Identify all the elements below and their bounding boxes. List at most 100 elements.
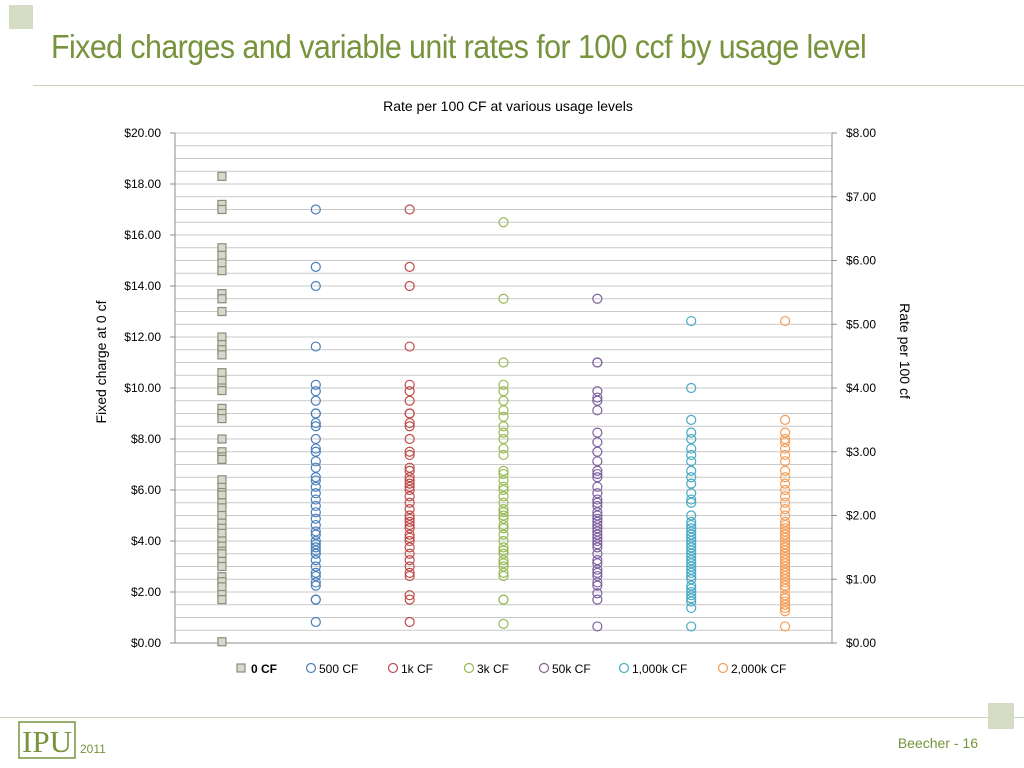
data-point-square [217,350,227,360]
legend-label: 0 CF [251,662,277,676]
data-point-circle [310,542,321,553]
data-point-circle [404,484,415,496]
data-point-circle [498,449,509,461]
data-point-circle [592,588,603,599]
data-point-square [217,510,227,521]
data-point-circle [592,468,603,480]
data-point-circle [310,261,321,272]
data-point-circle [779,437,791,448]
footer-divider [0,717,1024,718]
left-axis-label: Fixed charge at 0 cf [93,300,109,423]
data-point-circle [310,456,321,467]
data-point-square [217,258,227,268]
data-point-circle [686,427,697,438]
data-point-circle [686,315,697,327]
data-point-circle [498,357,509,368]
chart-gridlines [175,145,832,631]
data-point-circle [779,449,791,461]
data-point-circle [592,494,603,505]
corner-accent-square-bottom [988,703,1014,729]
data-point-square [217,250,227,260]
data-point-circle [498,427,509,438]
data-point-circle [310,395,321,406]
data-point-circle [404,616,415,628]
data-point-circle [686,497,697,508]
data-point-circle [592,427,603,438]
data-point-square [217,414,227,424]
data-point-circle [310,616,321,628]
data-point-circle [404,261,415,272]
series-3k-cf [498,217,509,629]
legend-label: 3k CF [477,662,509,676]
data-point-circle [779,599,791,610]
data-point-circle [592,535,603,547]
left-tick-label: $4.00 [131,534,161,548]
data-point-circle [592,621,603,632]
data-point-circle [686,602,697,614]
left-tick-label: $8.00 [131,432,161,446]
data-point-square [217,434,227,444]
data-point-circle [498,217,509,228]
data-point-circle [310,555,321,566]
data-point-circle [404,548,415,559]
data-point-square [217,528,227,538]
data-point-square [217,503,227,513]
data-point-circle [404,594,415,605]
data-point-circle [779,504,791,515]
data-point-circle [686,472,697,483]
logo-text: IPU [22,724,72,759]
data-point-square [217,475,227,485]
data-point-square [217,243,227,253]
right-axis-label: Rate per 100 cf [897,303,913,399]
data-point-circle [592,392,603,403]
right-tick-label: $5.00 [846,317,876,331]
data-point-circle [404,417,415,429]
data-point-circle [310,379,321,390]
scatter-chart: Rate per 100 CF at various usage levels … [93,98,913,676]
right-tick-label: $0.00 [846,636,876,650]
data-point-circle [498,421,509,432]
data-point-circle [498,567,509,578]
data-point-circle [498,529,509,540]
data-point-circle [779,315,791,327]
data-point-circle [310,417,321,429]
corner-accent-square [9,5,33,29]
data-point-square [217,171,227,181]
data-point-circle [498,594,509,605]
legend-marker-circle [463,662,475,674]
ipu-logo: IPU [18,721,76,759]
data-point-circle [310,488,321,499]
data-point-circle [686,414,697,425]
right-tick-label: $6.00 [846,254,876,268]
data-point-square [217,385,227,396]
data-point-circle [404,204,415,215]
data-point-circle [498,542,509,553]
legend-label: 1,000k CF [632,662,687,676]
data-point-circle [310,507,321,518]
data-point-circle [592,542,603,553]
data-point-circle [779,606,791,617]
data-point-circle [404,395,415,406]
legend-label: 2,000k CF [731,662,786,676]
data-point-circle [686,465,697,476]
chart-title: Rate per 100 CF at various usage levels [383,98,633,114]
data-point-circle [310,548,321,559]
data-point-circle [498,618,509,629]
data-point-square [217,454,227,464]
title-divider [33,85,1024,86]
data-point-circle [310,421,321,432]
data-point-circle [779,414,791,425]
data-point-circle [779,621,791,632]
data-point-circle [686,567,697,578]
data-point-circle [404,433,415,445]
data-point-circle [310,580,321,591]
data-point-circle [498,507,509,518]
legend-marker-circle [305,662,317,674]
data-point-circle [404,535,415,547]
data-point-circle [404,542,415,553]
left-tick-label: $6.00 [131,483,161,497]
data-point-circle [779,577,791,588]
data-point-circle [686,621,697,632]
data-point-circle [779,497,791,508]
data-point-square [217,582,227,592]
